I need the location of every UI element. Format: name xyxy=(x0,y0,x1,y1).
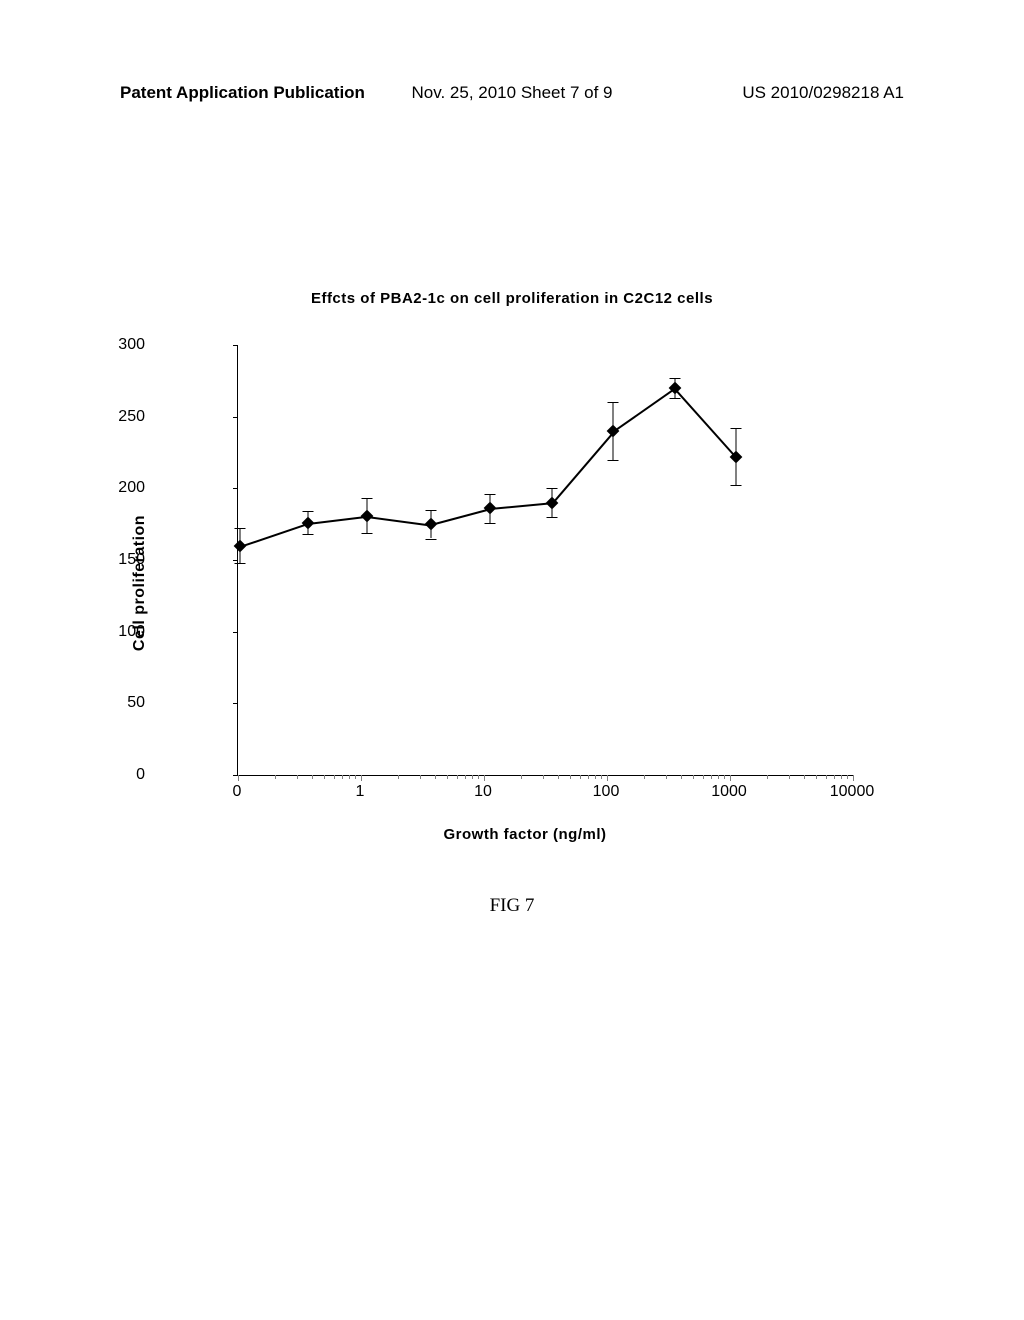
header-right: US 2010/0298218 A1 xyxy=(742,83,904,103)
chart-title: Effcts of PBA2-1c on cell proliferation … xyxy=(0,290,1024,307)
figure-label: FIG 7 xyxy=(0,895,1024,917)
line-segment xyxy=(240,523,308,547)
x-tick-label: 1000 xyxy=(711,783,747,801)
line-segment xyxy=(674,388,737,458)
x-tick-label: 10000 xyxy=(830,783,875,801)
data-point xyxy=(484,502,497,515)
x-axis-title: Growth factor (ng/ml) xyxy=(444,826,607,843)
line-segment xyxy=(367,516,431,526)
line-segment xyxy=(551,431,614,504)
x-tick-label: 100 xyxy=(593,783,620,801)
y-tick-label: 250 xyxy=(75,408,145,426)
line-segment xyxy=(613,388,675,432)
data-point xyxy=(302,516,315,529)
plot-area xyxy=(237,345,853,776)
line-segment xyxy=(431,508,490,525)
y-tick-label: 50 xyxy=(75,694,145,712)
header-center: Nov. 25, 2010 Sheet 7 of 9 xyxy=(412,83,613,103)
x-tick-label: 0 xyxy=(233,783,242,801)
data-point xyxy=(361,509,374,522)
x-tick-label: 1 xyxy=(356,783,365,801)
line-segment xyxy=(308,516,367,525)
y-tick-label: 300 xyxy=(75,336,145,354)
y-tick-label: 150 xyxy=(75,551,145,569)
y-tick-label: 200 xyxy=(75,479,145,497)
line-segment xyxy=(490,503,552,510)
y-tick-label: 100 xyxy=(75,623,145,641)
x-tick-label: 10 xyxy=(474,783,492,801)
data-point xyxy=(425,518,438,531)
data-point xyxy=(234,539,247,552)
y-tick-label: 0 xyxy=(75,766,145,784)
chart-container: Cell proliferation Growth factor (ng/ml)… xyxy=(155,330,895,835)
header-left: Patent Application Publication xyxy=(120,83,365,103)
